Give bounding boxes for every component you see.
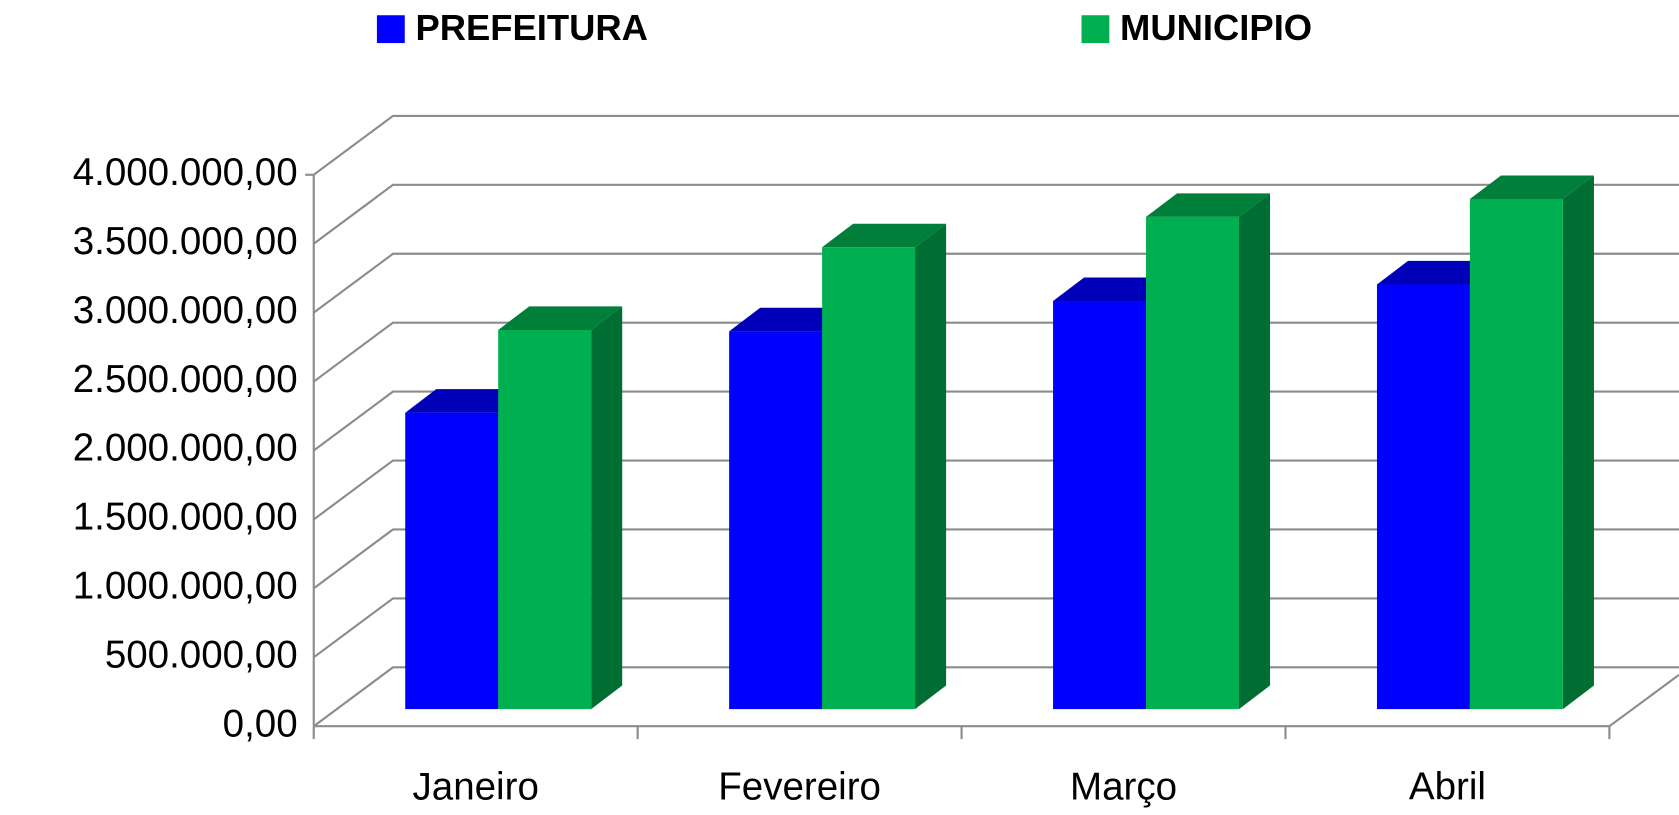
y-tick-label: 2.000.000,00 [73,427,298,470]
y-tick-label: 3.500.000,00 [73,220,298,263]
grid-line [313,183,1679,245]
bar-front [1146,216,1239,710]
bar-front [1469,199,1563,710]
bar-side [1238,193,1271,710]
bar-front [1053,301,1147,710]
bar-front [405,412,499,710]
legend-label: MUNICIPIO [1120,7,1312,48]
bar-side [915,223,947,710]
bar-top [498,306,623,330]
legend-swatch [376,15,405,44]
bar-front [822,247,916,710]
grid-line [313,114,1679,176]
y-tick-label: 1.000.000,00 [73,565,298,608]
x-tick-label: Março [1070,766,1177,809]
bar-front [498,329,592,710]
x-tick-label: Fevereiro [718,766,881,809]
y-tick-label: 1.500.000,00 [73,496,298,539]
y-tick-label: 4.000.000,00 [73,151,298,194]
x-tick-label: Abril [1409,766,1486,809]
bar [1146,193,1271,710]
y-tick-label: 500.000,00 [105,633,298,676]
bar-side [1562,175,1594,710]
bar-front [729,331,823,710]
bar [822,223,947,710]
legend-swatch [1081,15,1110,44]
bar [498,306,623,710]
y-tick-label: 0,00 [223,702,298,745]
y-tick-label: 3.000.000,00 [73,289,298,332]
x-tick-label: Janeiro [413,766,539,809]
bar-top [1146,193,1271,217]
legend-label: PREFEITURA [415,7,648,48]
y-tick-label: 2.500.000,00 [73,358,298,401]
bar-top [822,223,947,248]
bar-front [1376,284,1470,710]
bar-side [591,306,623,710]
bar-top [1469,175,1594,200]
bar [1469,175,1594,710]
